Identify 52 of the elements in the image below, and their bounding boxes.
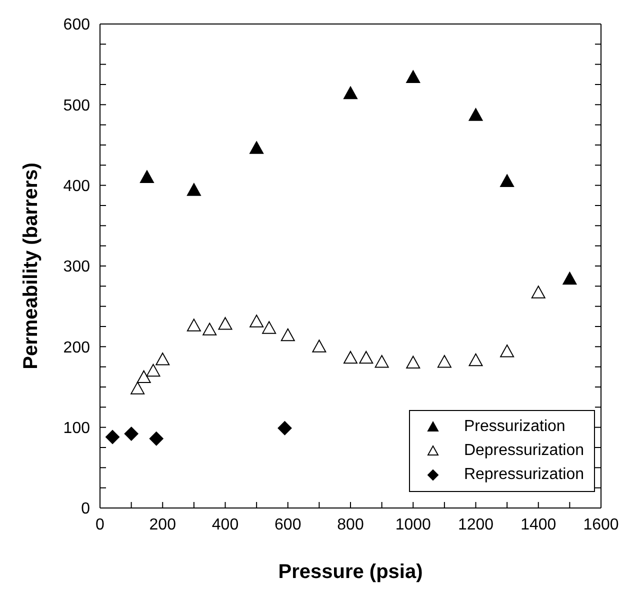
legend-label: Repressurization — [464, 466, 584, 484]
x-tick-label: 1000 — [395, 516, 432, 534]
point — [437, 354, 452, 368]
point — [124, 426, 138, 441]
point — [500, 344, 514, 358]
x-tick-label: 400 — [212, 516, 239, 534]
y-tick-label: 600 — [63, 16, 90, 34]
point — [344, 350, 358, 364]
x-tick-label: 1600 — [583, 516, 619, 534]
y-tick-label: 0 — [81, 500, 90, 518]
x-tick-label: 800 — [337, 516, 364, 534]
legend-label: Pressurization — [464, 418, 566, 436]
point — [262, 321, 276, 334]
point — [278, 421, 292, 436]
point — [186, 183, 201, 196]
point — [202, 322, 217, 336]
point — [156, 352, 170, 366]
y-tick-label: 100 — [63, 420, 90, 437]
point — [344, 86, 358, 100]
x-tick-label: 1400 — [520, 516, 556, 534]
point — [374, 354, 389, 368]
y-tick-label: 400 — [63, 178, 90, 195]
point — [531, 286, 546, 298]
y-axis-title: Permeability (barrers) — [20, 162, 42, 370]
point — [218, 317, 232, 330]
x-tick-label: 0 — [96, 516, 105, 534]
point — [312, 340, 326, 352]
y-tick-label: 300 — [63, 258, 90, 276]
x-tick-label: 1200 — [458, 516, 494, 534]
y-tick-label: 500 — [63, 97, 90, 114]
point — [468, 108, 483, 121]
x-tick-label: 200 — [149, 516, 176, 534]
x-tick-label: 600 — [274, 516, 302, 534]
point — [186, 318, 201, 332]
point — [136, 370, 151, 384]
point — [359, 350, 374, 364]
y-tick-label: 200 — [63, 339, 90, 356]
point — [406, 70, 420, 83]
point — [500, 174, 514, 187]
point — [250, 314, 264, 328]
point — [146, 364, 160, 377]
point — [250, 141, 264, 154]
legend-label: Depressurization — [464, 442, 584, 460]
x-axis-title: Pressure (psia) — [278, 561, 423, 583]
point — [140, 170, 154, 183]
point — [406, 356, 420, 368]
point — [106, 430, 120, 444]
point — [149, 432, 164, 446]
point — [562, 272, 577, 285]
point — [468, 353, 483, 366]
point — [130, 382, 145, 394]
point — [280, 328, 295, 342]
